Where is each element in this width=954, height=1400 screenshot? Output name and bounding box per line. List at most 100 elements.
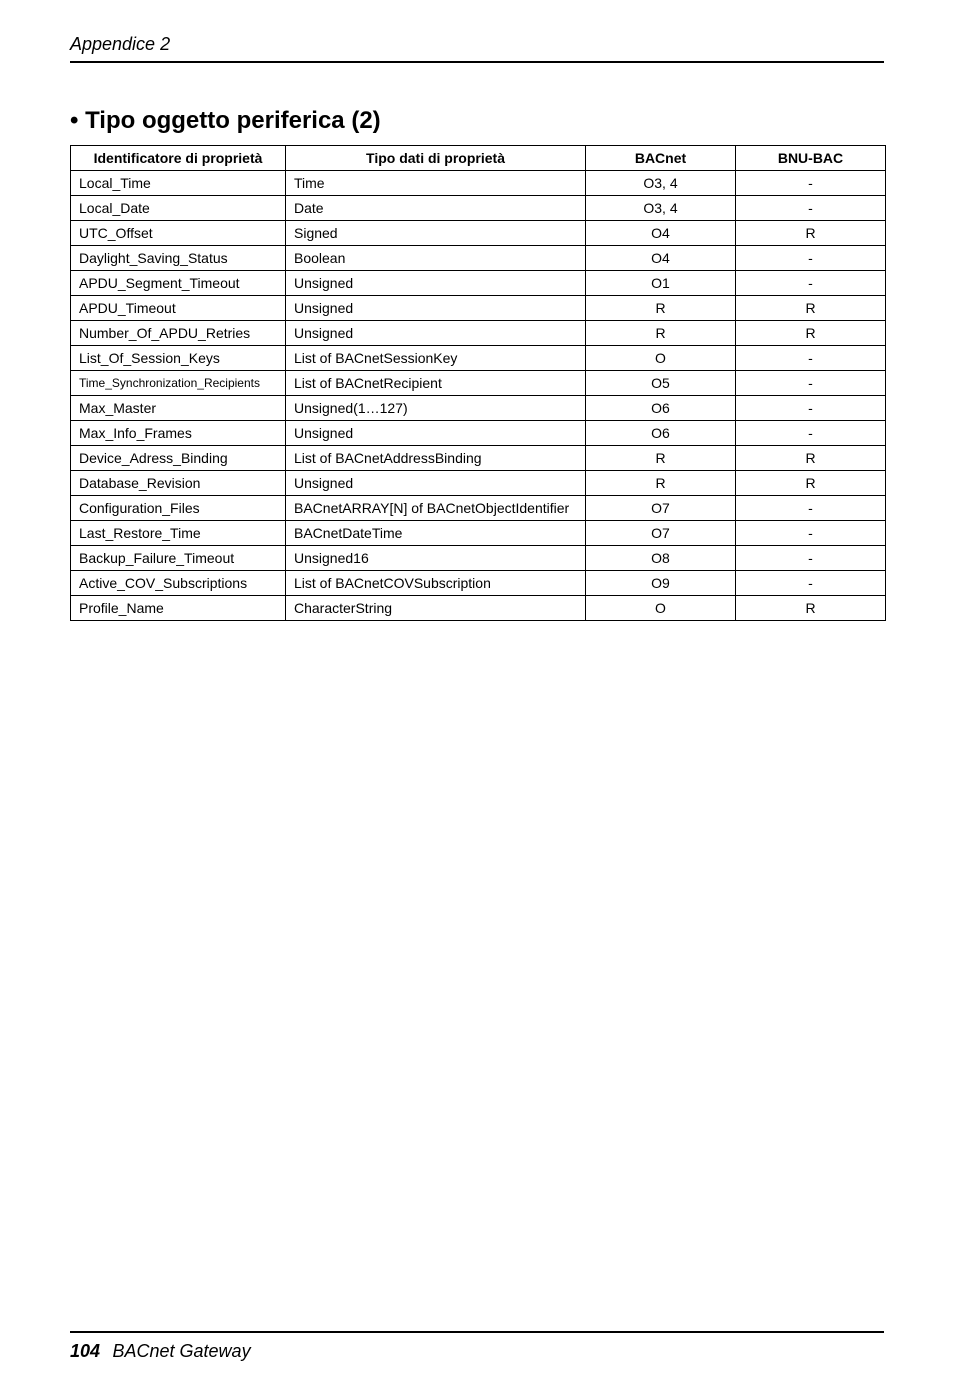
cell-type: List of BACnetSessionKey xyxy=(286,346,586,371)
cell-bacnet: O3, 4 xyxy=(586,196,736,221)
cell-id: Local_Date xyxy=(71,196,286,221)
cell-id: Backup_Failure_Timeout xyxy=(71,546,286,571)
cell-id: Local_Time xyxy=(71,171,286,196)
cell-bacnet: O8 xyxy=(586,546,736,571)
cell-bacnet: R xyxy=(586,296,736,321)
cell-bacnet: O4 xyxy=(586,246,736,271)
table-row: UTC_OffsetSignedO4R xyxy=(71,221,886,246)
cell-bnubac: R xyxy=(736,471,886,496)
cell-bnubac: R xyxy=(736,596,886,621)
table-row: Profile_NameCharacterStringOR xyxy=(71,596,886,621)
cell-id: Max_Info_Frames xyxy=(71,421,286,446)
doc-title: BACnet Gateway xyxy=(113,1341,251,1361)
cell-bacnet: R xyxy=(586,321,736,346)
cell-id: Max_Master xyxy=(71,396,286,421)
cell-bnubac: - xyxy=(736,521,886,546)
table-body: Local_TimeTimeO3, 4-Local_DateDateO3, 4-… xyxy=(71,171,886,621)
cell-type: BACnetDateTime xyxy=(286,521,586,546)
cell-bnubac: - xyxy=(736,571,886,596)
cell-bacnet: R xyxy=(586,471,736,496)
cell-id: List_Of_Session_Keys xyxy=(71,346,286,371)
table-row: Local_TimeTimeO3, 4- xyxy=(71,171,886,196)
table-row: Active_COV_SubscriptionsList of BACnetCO… xyxy=(71,571,886,596)
running-head: Appendice 2 xyxy=(70,34,884,63)
cell-bnubac: R xyxy=(736,446,886,471)
cell-id: APDU_Segment_Timeout xyxy=(71,271,286,296)
cell-id: Time_Synchronization_Recipients xyxy=(71,371,286,396)
col-header-id: Identificatore di proprietà xyxy=(71,146,286,171)
cell-bacnet: O1 xyxy=(586,271,736,296)
cell-bacnet: O6 xyxy=(586,421,736,446)
cell-bnubac: R xyxy=(736,221,886,246)
cell-bnubac: - xyxy=(736,246,886,271)
cell-bnubac: - xyxy=(736,346,886,371)
table-row: Device_Adress_BindingList of BACnetAddre… xyxy=(71,446,886,471)
cell-id: Profile_Name xyxy=(71,596,286,621)
table-row: Local_DateDateO3, 4- xyxy=(71,196,886,221)
cell-bacnet: O xyxy=(586,346,736,371)
table-row: Daylight_Saving_StatusBooleanO4- xyxy=(71,246,886,271)
cell-bnubac: - xyxy=(736,421,886,446)
cell-bnubac: - xyxy=(736,271,886,296)
cell-bacnet: O4 xyxy=(586,221,736,246)
table-row: Number_Of_APDU_RetriesUnsignedRR xyxy=(71,321,886,346)
table-row: Database_RevisionUnsignedRR xyxy=(71,471,886,496)
cell-type: Unsigned xyxy=(286,421,586,446)
cell-bnubac: R xyxy=(736,296,886,321)
cell-type: Unsigned xyxy=(286,296,586,321)
cell-type: Date xyxy=(286,196,586,221)
page-number: 104 xyxy=(70,1341,100,1361)
cell-id: APDU_Timeout xyxy=(71,296,286,321)
cell-bacnet: O9 xyxy=(586,571,736,596)
page-footer: 104 BACnet Gateway xyxy=(70,1331,884,1362)
cell-type: BACnetARRAY[N] of BACnetObjectIdentifier xyxy=(286,496,586,521)
cell-bnubac: - xyxy=(736,396,886,421)
cell-bacnet: O5 xyxy=(586,371,736,396)
cell-bnubac: - xyxy=(736,546,886,571)
cell-type: List of BACnetAddressBinding xyxy=(286,446,586,471)
cell-type: Unsigned xyxy=(286,471,586,496)
cell-id: Active_COV_Subscriptions xyxy=(71,571,286,596)
cell-bnubac: - xyxy=(736,496,886,521)
cell-type: Signed xyxy=(286,221,586,246)
cell-id: Device_Adress_Binding xyxy=(71,446,286,471)
cell-type: Unsigned xyxy=(286,271,586,296)
cell-id: Database_Revision xyxy=(71,471,286,496)
cell-type: Boolean xyxy=(286,246,586,271)
cell-id: UTC_Offset xyxy=(71,221,286,246)
cell-bacnet: O3, 4 xyxy=(586,171,736,196)
cell-type: Unsigned xyxy=(286,321,586,346)
table-row: APDU_TimeoutUnsignedRR xyxy=(71,296,886,321)
table-row: Max_Info_FramesUnsignedO6- xyxy=(71,421,886,446)
cell-type: Unsigned(1…127) xyxy=(286,396,586,421)
cell-bacnet: O xyxy=(586,596,736,621)
table-row: Max_MasterUnsigned(1…127)O6- xyxy=(71,396,886,421)
cell-type: List of BACnetCOVSubscription xyxy=(286,571,586,596)
cell-bacnet: O7 xyxy=(586,496,736,521)
cell-type: Time xyxy=(286,171,586,196)
cell-type: List of BACnetRecipient xyxy=(286,371,586,396)
table-row: List_Of_Session_KeysList of BACnetSessio… xyxy=(71,346,886,371)
table-header-row: Identificatore di proprietà Tipo dati di… xyxy=(71,146,886,171)
cell-type: Unsigned16 xyxy=(286,546,586,571)
cell-bnubac: - xyxy=(736,196,886,221)
cell-type: CharacterString xyxy=(286,596,586,621)
table-row: Last_Restore_TimeBACnetDateTimeO7- xyxy=(71,521,886,546)
table-row: APDU_Segment_TimeoutUnsignedO1- xyxy=(71,271,886,296)
properties-table: Identificatore di proprietà Tipo dati di… xyxy=(70,145,886,621)
table-row: Time_Synchronization_RecipientsList of B… xyxy=(71,371,886,396)
cell-bnubac: - xyxy=(736,171,886,196)
cell-bacnet: O7 xyxy=(586,521,736,546)
section-title: • Tipo oggetto periferica (2) xyxy=(70,107,884,135)
cell-bnubac: - xyxy=(736,371,886,396)
cell-bnubac: R xyxy=(736,321,886,346)
page: Appendice 2 • Tipo oggetto periferica (2… xyxy=(0,0,954,1400)
table-row: Configuration_FilesBACnetARRAY[N] of BAC… xyxy=(71,496,886,521)
col-header-bnubac: BNU-BAC xyxy=(736,146,886,171)
cell-id: Configuration_Files xyxy=(71,496,286,521)
cell-id: Daylight_Saving_Status xyxy=(71,246,286,271)
cell-id: Last_Restore_Time xyxy=(71,521,286,546)
col-header-bacnet: BACnet xyxy=(586,146,736,171)
cell-bacnet: O6 xyxy=(586,396,736,421)
table-row: Backup_Failure_TimeoutUnsigned16O8- xyxy=(71,546,886,571)
